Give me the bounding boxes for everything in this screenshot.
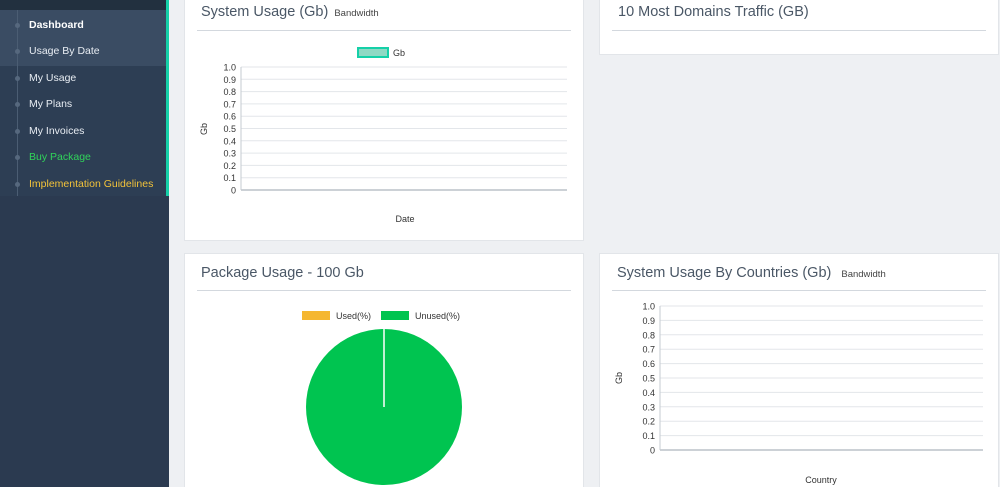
y-tick-label: 0.6: [223, 112, 236, 122]
bullet-icon: [15, 181, 20, 187]
sidebar-item-label: Dashboard: [29, 19, 84, 31]
bullet-icon: [15, 75, 20, 81]
y-tick-label: 0.2: [642, 417, 655, 427]
bullet-icon: [15, 101, 20, 107]
legend-label-unused: Unused(%): [415, 311, 460, 321]
y-tick-label: 0.3: [223, 149, 236, 159]
y-tick-label: 0.8: [642, 330, 655, 340]
legend-swatch-gb: [357, 47, 389, 58]
domains-traffic-card: 10 Most Domains Traffic (GB): [599, 0, 999, 55]
card-divider: [197, 290, 571, 291]
x-axis-label: Date: [395, 214, 414, 224]
system-usage-card: System Usage (Gb) Bandwidth Gb 1.0 0.9 0.8 0.…: [184, 0, 584, 241]
y-tick-label: 1.0: [223, 63, 236, 73]
card-divider: [197, 30, 571, 31]
y-axis-label: Gb: [199, 123, 209, 135]
legend-label-gb: Gb: [393, 48, 405, 58]
y-tick-label: 0.9: [642, 316, 655, 326]
package-usage-title: Package Usage - 100 Gb: [201, 265, 364, 281]
y-tick-label: 0.1: [223, 173, 236, 183]
domains-traffic-title: 10 Most Domains Traffic (GB): [618, 4, 809, 20]
bullet-icon: [15, 128, 20, 134]
y-tick-label: 0.9: [223, 75, 236, 85]
y-tick-label: 0.7: [223, 99, 236, 109]
countries-usage-card: System Usage By Countries (Gb) Bandwidth …: [599, 253, 999, 487]
x-axis-label: Country: [805, 475, 837, 485]
countries-usage-title: System Usage By Countries (Gb): [617, 265, 832, 281]
legend-swatch-unused: [381, 311, 409, 320]
sidebar-item-label: Buy Package: [29, 151, 91, 163]
sidebar: Dashboard Usage By Date My Usage My Plan…: [0, 0, 169, 487]
system-usage-title: System Usage (Gb): [201, 4, 329, 20]
y-tick-label: 0.5: [642, 374, 655, 384]
y-tick-label: 0.5: [223, 124, 236, 134]
sidebar-item-label: My Plans: [29, 98, 73, 110]
sidebar-item-dashboard[interactable]: Dashboard: [0, 12, 166, 38]
sidebar-item-buy-package[interactable]: Buy Package: [0, 144, 166, 170]
package-usage-card: Package Usage - 100 Gb Used(%) Unused(%): [184, 253, 584, 487]
bullet-icon: [15, 22, 20, 28]
sidebar-top-strip: [0, 0, 166, 10]
legend-swatch-used: [302, 311, 330, 320]
sidebar-item-my-invoices[interactable]: My Invoices: [0, 118, 166, 144]
countries-usage-subtitle: Bandwidth: [841, 269, 886, 280]
sidebar-item-label: My Invoices: [29, 125, 85, 137]
sidebar-item-my-usage[interactable]: My Usage: [0, 65, 166, 91]
y-tick-label: 0.7: [642, 345, 655, 355]
sidebar-item-label: Implementation Guidelines: [29, 178, 154, 190]
sidebar-accent-bar: [166, 0, 169, 196]
legend-label-used: Used(%): [336, 311, 371, 321]
system-usage-subtitle: Bandwidth: [334, 8, 379, 19]
y-tick-label: 0: [231, 186, 236, 196]
card-divider: [612, 30, 986, 31]
card-divider: [612, 290, 986, 291]
y-axis-label: Gb: [614, 372, 624, 384]
y-tick-label: 0.3: [642, 402, 655, 412]
y-tick-label: 0.2: [223, 161, 236, 171]
y-tick-label: 0: [650, 446, 655, 456]
sidebar-item-implementation-guidelines[interactable]: Implementation Guidelines: [0, 171, 166, 197]
y-tick-label: 0.8: [223, 87, 236, 97]
sidebar-item-usage-by-date[interactable]: Usage By Date: [0, 38, 166, 64]
y-tick-label: 0.1: [642, 431, 655, 441]
y-tick-label: 0.4: [223, 136, 236, 146]
bullet-icon: [15, 48, 20, 54]
countries-usage-chart: 1.0 0.9 0.8 0.7 0.6 0.5 0.4 0.3 0.2 0.1 0 Gb Country: [614, 302, 983, 485]
y-tick-label: 0.6: [642, 359, 655, 369]
bullet-icon: [15, 154, 20, 160]
sidebar-item-my-plans[interactable]: My Plans: [0, 91, 166, 117]
system-usage-chart: Gb 1.0 0.9 0.8 0.7 0.6 0.5 0.4 0.3 0.2 0.1 0 Gb Date: [199, 47, 567, 224]
card-title: System Usage (Gb) Bandwidth: [201, 4, 379, 20]
sidebar-item-label: Usage By Date: [29, 45, 100, 57]
card-title: System Usage By Countries (Gb) Bandwidth: [617, 265, 886, 281]
sidebar-active-group: [0, 10, 166, 66]
y-tick-label: 0.4: [642, 388, 655, 398]
sidebar-item-label: My Usage: [29, 72, 77, 84]
y-tick-label: 1.0: [642, 302, 655, 312]
package-usage-chart: Used(%) Unused(%): [302, 311, 462, 485]
